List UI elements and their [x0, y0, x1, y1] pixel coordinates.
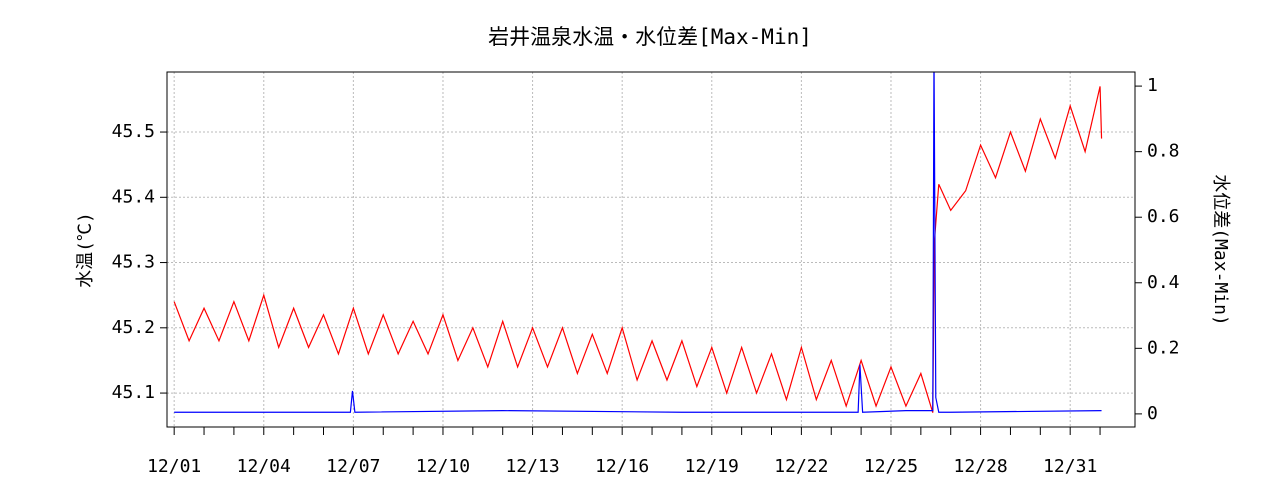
x-tick-label: 12/19 [685, 456, 739, 477]
x-tick-label: 12/25 [864, 456, 918, 477]
y-tick-label: 45.5 [112, 121, 155, 142]
x-tick-label: 12/04 [237, 456, 291, 477]
y2-tick-label: 0.8 [1147, 141, 1180, 162]
x-tick-label: 12/13 [505, 456, 559, 477]
y2-tick-label: 0.4 [1147, 272, 1180, 293]
y2-axis-label: 水位差(Max-Min) [1210, 174, 1231, 326]
x-tick-label: 12/16 [595, 456, 649, 477]
chart-title: 岩井温泉水温・水位差[Max-Min] [488, 25, 812, 49]
y2-tick-label: 1 [1147, 75, 1158, 96]
data-line [174, 72, 1102, 413]
x-tick-label: 12/31 [1043, 456, 1097, 477]
y2-tick-label: 0.2 [1147, 337, 1180, 358]
x-tick-label: 12/28 [953, 456, 1007, 477]
x-tick-label: 12/01 [147, 456, 201, 477]
data-line [173, 86, 1103, 413]
axes: 45.1 45.2 45.3 45.4 45.5 0 0.2 0.4 0.6 0.8 1 12/01 1… [112, 75, 1180, 477]
x-tick-label: 12/10 [416, 456, 470, 477]
y2-tick-label: 0.6 [1147, 206, 1180, 227]
y-tick-label: 45.2 [112, 317, 155, 338]
x-tick-label: 12/07 [326, 456, 380, 477]
y-tick-label: 45.1 [112, 382, 155, 403]
plot-frame [166, 71, 1136, 428]
y2-tick-label: 0 [1147, 403, 1158, 424]
y-tick-label: 45.3 [112, 252, 155, 273]
x-tick-label: 12/22 [774, 456, 828, 477]
plot-area [173, 72, 1103, 413]
y-tick-label: 45.4 [112, 186, 155, 207]
y-axis-label: 水温(℃) [75, 212, 96, 288]
grid [167, 72, 1135, 427]
